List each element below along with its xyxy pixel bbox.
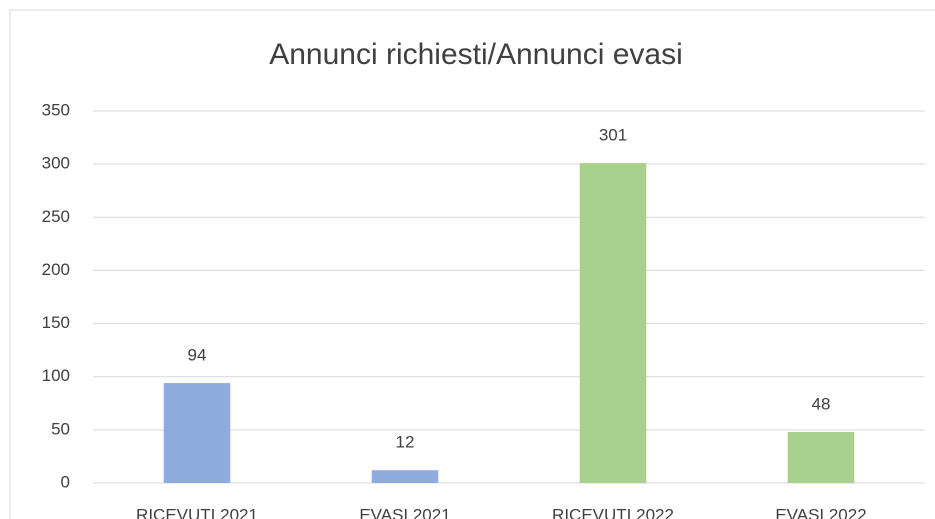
- data-label: 12: [396, 433, 415, 452]
- y-tick-label: 50: [51, 419, 70, 438]
- bar: [579, 163, 647, 483]
- y-tick-label: 100: [42, 366, 70, 385]
- data-label: 94: [188, 346, 207, 365]
- y-tick-label: 150: [42, 313, 70, 332]
- x-tick-label: RICEVUTI 2022: [552, 505, 674, 519]
- bar: [371, 470, 439, 483]
- data-label: 48: [812, 394, 831, 413]
- x-tick-label: EVASI 2022: [775, 505, 866, 519]
- bar: [787, 431, 855, 483]
- y-tick-label: 200: [42, 260, 70, 279]
- x-tick-label: RICEVUTI 2021: [136, 505, 258, 519]
- chart-title: Annunci richiesti/Annunci evasi: [269, 38, 683, 71]
- x-tick-label: EVASI 2021: [359, 505, 450, 519]
- data-label: 301: [599, 126, 627, 145]
- bar: [163, 383, 231, 483]
- y-tick-label: 250: [42, 207, 70, 226]
- y-tick-label: 300: [42, 154, 70, 173]
- y-tick-label: 350: [42, 100, 70, 119]
- y-tick-label: 0: [61, 472, 70, 491]
